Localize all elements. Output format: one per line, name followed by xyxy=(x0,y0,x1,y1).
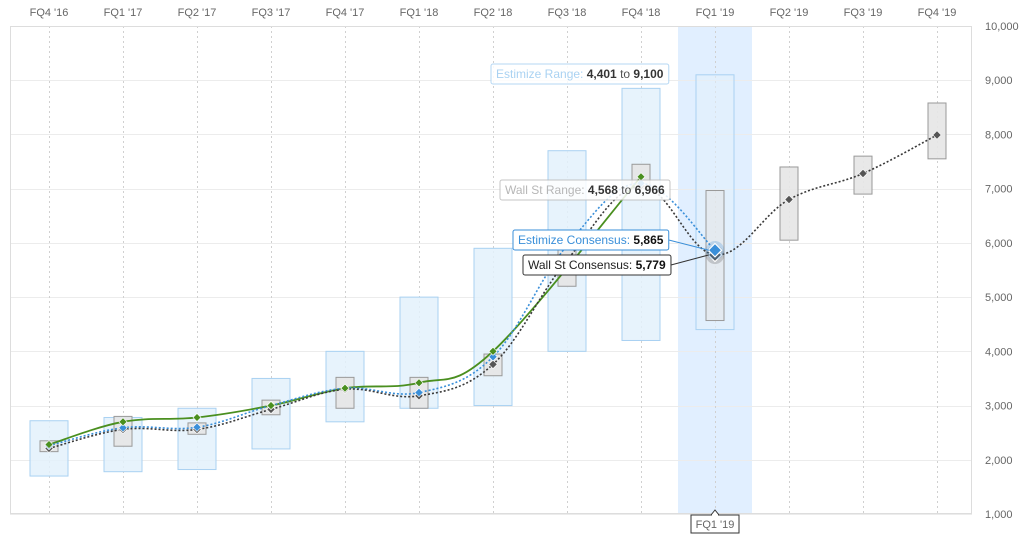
y-tick-label: 5,000 xyxy=(985,292,1013,304)
x-tick-label: FQ2 '17 xyxy=(178,7,217,19)
tooltip-estimize-range: Estimize Range: 4,401 to 9,100 xyxy=(490,63,670,85)
series-lines xyxy=(48,134,938,450)
tooltip-estimize-range-text: Estimize Range: 4,401 to 9,100 xyxy=(496,67,664,81)
actual-marker[interactable] xyxy=(266,401,276,410)
tooltip-wall-st-range-text: Wall St Range: 4,568 to 6,966 xyxy=(505,183,665,197)
actual-marker[interactable] xyxy=(118,417,128,427)
y-tick-labels: 1,000 2,000 3,000 4,000 5,000 6,000 7,000 8,000… xyxy=(985,21,1019,521)
estimize-range-box[interactable] xyxy=(473,247,513,407)
x-tick-label: FQ2 '19 xyxy=(770,7,809,19)
x-tick-label: FQ4 '16 xyxy=(30,7,69,19)
series-markers xyxy=(44,130,942,454)
x-tick-label: FQ4 '17 xyxy=(326,7,365,19)
tooltips: Estimize Range: 4,401 to 9,100 Wall St Ra… xyxy=(490,63,710,276)
tooltip-estimize-range-box xyxy=(490,63,670,85)
estimize-consensus-line[interactable] xyxy=(48,182,716,447)
x-tick-label: FQ2 '18 xyxy=(474,7,513,19)
x-tick-label: FQ1 '19 xyxy=(696,7,735,19)
actual-line[interactable] xyxy=(48,176,642,446)
y-tick-label: 8,000 xyxy=(985,129,1013,141)
tooltip-wall-st-range: Wall St Range: 4,568 to 6,966 xyxy=(499,179,671,201)
x-tick-label: FQ1 '17 xyxy=(104,7,143,19)
wall-st-consensus-marker[interactable] xyxy=(858,168,868,179)
estimize-consensus-marker[interactable] xyxy=(118,423,128,433)
estimize-consensus-marker[interactable] xyxy=(192,422,202,432)
wall-st-consensus-marker[interactable] xyxy=(488,359,498,369)
wall-st-consensus-marker[interactable] xyxy=(784,194,794,205)
tooltip-estimize-consensus: Estimize Consensus: 5,865 xyxy=(512,229,670,251)
highlighted-x-label: FQ1 '19 xyxy=(690,509,740,534)
y-tick-label: 1,000 xyxy=(985,509,1013,521)
y-tick-label: 10,000 xyxy=(985,21,1019,33)
estimize-consensus-marker[interactable] xyxy=(707,242,723,258)
y-tick-label: 4,000 xyxy=(985,346,1013,358)
tooltip-wall-st-connector xyxy=(670,254,710,266)
y-tick-label: 2,000 xyxy=(985,455,1013,467)
x-tick-label: FQ4 '18 xyxy=(622,7,661,19)
tooltip-estimize-connector xyxy=(668,239,710,251)
estimize-consensus-marker[interactable] xyxy=(488,352,498,362)
tooltip-wall-st-consensus: Wall St Consensus: 5,779 xyxy=(522,254,672,276)
x-tick-labels: FQ4 '16 FQ1 '17 FQ2 '17 FQ3 '17 FQ4 '17 FQ1 '… xyxy=(30,7,957,19)
tooltip-wall-st-consensus-text: Wall St Consensus: 5,779 xyxy=(528,258,666,272)
wall-st-consensus-line[interactable] xyxy=(48,134,938,450)
actual-marker[interactable] xyxy=(192,413,202,422)
x-tick-label: FQ1 '18 xyxy=(400,7,439,19)
y-tick-label: 9,000 xyxy=(985,75,1013,87)
actual-marker[interactable] xyxy=(488,346,498,356)
estimize-consensus-marker[interactable] xyxy=(414,387,424,398)
tooltip-wall-st-range-box xyxy=(499,179,671,201)
y-tick-label: 3,000 xyxy=(985,401,1013,413)
x-tick-label: FQ3 '17 xyxy=(252,7,291,19)
x-tick-label: FQ3 '19 xyxy=(844,7,883,19)
highlighted-x-label-text: FQ1 '19 xyxy=(696,519,735,531)
grid xyxy=(10,26,972,515)
tooltip-estimize-consensus-text: Estimize Consensus: 5,865 xyxy=(518,233,664,247)
y-tick-label: 7,000 xyxy=(985,184,1013,196)
wall-st-consensus-marker[interactable] xyxy=(932,130,942,140)
actual-marker[interactable] xyxy=(44,440,54,450)
actual-marker[interactable] xyxy=(340,383,350,393)
y-tick-label: 6,000 xyxy=(985,238,1013,250)
x-tick-label: FQ4 '19 xyxy=(918,7,957,19)
actual-marker[interactable] xyxy=(414,378,424,388)
x-tick-label: FQ3 '18 xyxy=(548,7,587,19)
estimize-range-box[interactable] xyxy=(621,87,661,341)
